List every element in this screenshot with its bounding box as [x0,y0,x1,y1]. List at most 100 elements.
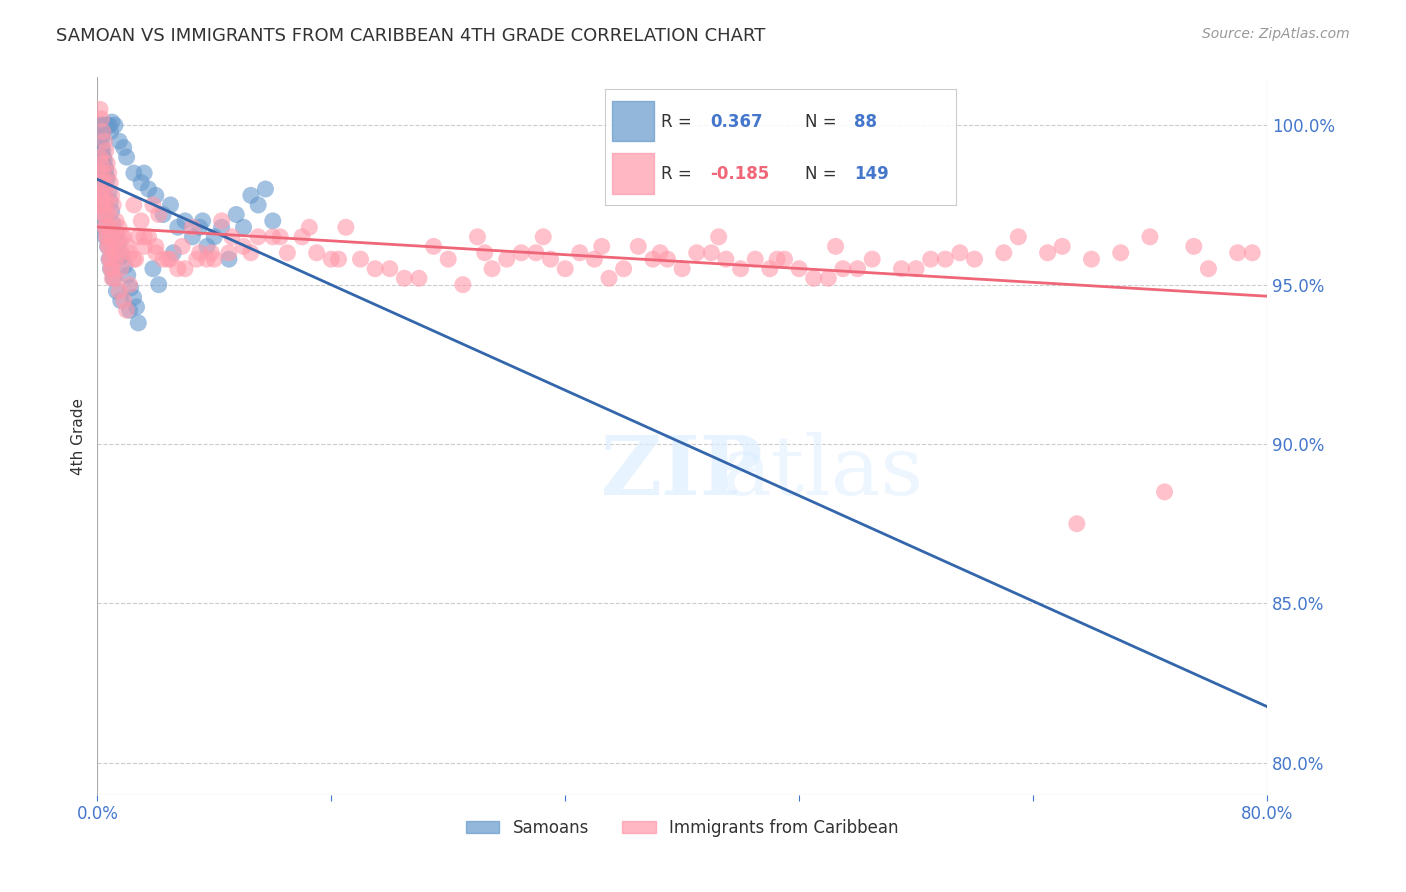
Point [115,150,138,164]
Point [118,303,141,318]
Point [93,121,115,136]
Point [134,166,156,180]
Point [108,284,131,298]
Point [97,166,120,180]
Point [108,134,131,148]
Point [803,271,825,285]
Point [598,271,620,285]
Point [378,261,401,276]
Point [111,230,134,244]
Point [531,230,554,244]
Point [247,230,270,244]
Point [159,252,181,267]
Point [87,166,110,180]
Point [97,207,120,221]
Point [101,115,124,129]
Point [87,118,110,132]
Point [108,236,131,251]
Point [744,252,766,267]
Point [239,188,262,202]
Point [97,118,120,132]
Point [89,144,111,158]
Point [568,245,591,260]
Point [305,245,328,260]
Point [650,245,672,260]
Point [1050,239,1073,253]
Point [91,207,114,221]
Point [1007,230,1029,244]
Point [422,239,444,253]
Point [94,220,117,235]
Point [291,230,314,244]
Y-axis label: 4th Grade: 4th Grade [72,398,86,475]
Point [671,261,693,276]
Point [94,230,117,244]
Point [110,261,132,276]
Point [91,118,114,132]
Point [890,261,912,276]
Point [129,214,152,228]
Point [104,118,127,132]
Point [98,220,121,235]
Point [105,227,128,241]
Point [97,185,120,199]
Point [100,204,122,219]
Point [89,103,111,117]
Point [100,230,122,244]
Point [93,153,115,168]
Point [108,220,131,235]
Point [759,261,782,276]
Point [1197,261,1219,276]
Point [707,230,730,244]
Point [202,230,225,244]
Point [134,239,156,253]
Point [1109,245,1132,260]
Point [122,290,145,304]
Point [90,156,112,170]
Text: R =: R = [661,112,692,130]
Point [211,214,233,228]
Legend: Samoans, Immigrants from Caribbean: Samoans, Immigrants from Caribbean [460,813,905,844]
Point [1226,245,1249,260]
Point [583,252,606,267]
Point [120,281,142,295]
Point [145,239,167,253]
Point [127,316,149,330]
Point [481,261,503,276]
Point [467,230,489,244]
Point [98,252,121,267]
Point [138,230,160,244]
Point [105,284,128,298]
Point [437,252,460,267]
Point [98,194,121,209]
Point [349,252,371,267]
Point [125,300,148,314]
Point [122,198,145,212]
Point [641,252,664,267]
Point [832,261,855,276]
Point [91,125,114,139]
Point [117,239,139,253]
Point [89,118,111,132]
Point [97,239,120,253]
Point [90,131,112,145]
Point [239,245,262,260]
Point [202,252,225,267]
Point [100,125,122,139]
Point [98,252,121,267]
Point [700,245,723,260]
Point [89,125,111,139]
Point [115,303,138,318]
Point [657,252,679,267]
Point [627,239,650,253]
Point [105,252,128,267]
Point [104,245,127,260]
Point [138,182,160,196]
Point [103,239,125,253]
Point [766,252,789,267]
Point [112,140,135,154]
Point [269,230,291,244]
Point [1066,516,1088,531]
Point [963,252,986,267]
Point [218,252,240,267]
